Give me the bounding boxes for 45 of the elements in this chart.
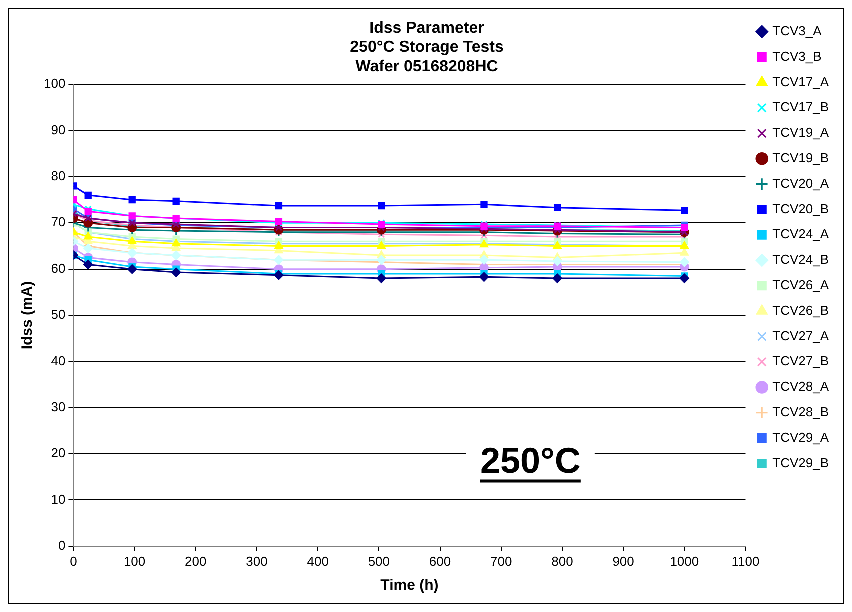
y-tick-label: 30 <box>51 399 66 414</box>
y-axis-title: Idss (mA) <box>19 281 36 350</box>
legend-label: TCV26_B <box>772 302 830 318</box>
legend-label: TCV3_A <box>772 23 822 38</box>
x-axis-title: Time (h) <box>380 577 439 594</box>
x-tick-label: 900 <box>612 554 634 569</box>
legend-label: TCV27_A <box>772 328 830 344</box>
legend-label: TCV17_A <box>772 74 830 90</box>
y-tick-label: 100 <box>44 76 66 92</box>
x-tick-label: 800 <box>552 554 574 569</box>
legend-label: TCV17_B <box>772 100 830 115</box>
y-tick-label: 10 <box>51 492 66 507</box>
x-tick-label: 400 <box>307 554 329 569</box>
x-tick-label: 700 <box>490 554 512 569</box>
y-tick-label: 0 <box>58 538 66 553</box>
x-tick-label: 100 <box>124 554 146 569</box>
annotation: 250°C <box>480 440 581 482</box>
x-tick-label: 600 <box>429 554 452 569</box>
legend-label: TCV28_B <box>772 404 830 420</box>
legend-label: TCV27_B <box>772 354 830 369</box>
y-tick-label: 50 <box>51 307 66 322</box>
legend-label: TCV24_B <box>772 252 830 268</box>
legend-label: TCV26_A <box>772 277 830 292</box>
y-tick-label: 90 <box>51 122 66 138</box>
x-tick-label: 1100 <box>732 554 760 569</box>
chart-title: Idss Parameter 250°C Storage Tests Wafer 05168208HC <box>350 20 504 76</box>
y-tick-label: 60 <box>51 260 66 276</box>
y-tick-label: 80 <box>51 168 66 184</box>
x-tick-label: 0 <box>70 554 78 569</box>
legend-label: TCV3_B <box>772 48 822 64</box>
x-tick-label: 1000 <box>670 554 700 569</box>
x-tick-label: 300 <box>246 554 268 569</box>
legend-label: TCV19_B <box>772 150 830 166</box>
y-tick-label: 70 <box>51 214 66 230</box>
legend-label: TCV19_A <box>772 125 830 140</box>
legend-label: TCV20_B <box>772 201 830 216</box>
legend-label: TCV20_A <box>772 176 830 191</box>
y-tick-label: 20 <box>51 446 66 461</box>
legend-label: TCV29_A <box>772 430 830 445</box>
x-tick-label: 500 <box>368 554 390 569</box>
legend-label: TCV24_A <box>772 226 830 242</box>
x-tick-label: 200 <box>185 554 207 569</box>
legend-label: TCV29_B <box>772 455 830 470</box>
legend-label: TCV28_A <box>772 379 830 394</box>
y-tick-label: 40 <box>51 353 66 368</box>
